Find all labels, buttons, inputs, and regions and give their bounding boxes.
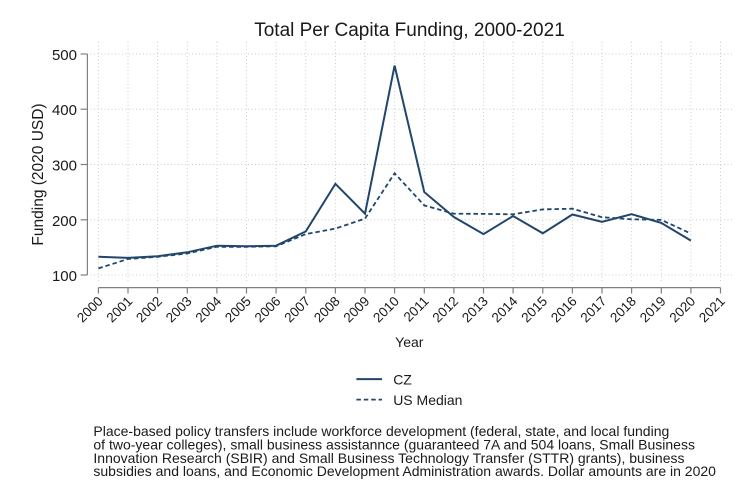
- svg-text:subsidies and loans, and Econo: subsidies and loans, and Economic Develo…: [93, 463, 716, 479]
- svg-text:of two-year colleges), small b: of two-year colleges), small business as…: [93, 436, 695, 452]
- svg-text:300: 300: [52, 158, 77, 175]
- svg-text:CZ: CZ: [393, 371, 412, 387]
- svg-text:100: 100: [52, 268, 77, 285]
- svg-text:400: 400: [52, 102, 77, 119]
- svg-text:Innovation Research (SBIR) and: Innovation Research (SBIR) and Small Bus…: [93, 450, 684, 466]
- svg-text:Funding (2020 USD): Funding (2020 USD): [30, 103, 47, 245]
- svg-text:200: 200: [52, 213, 77, 230]
- svg-text:Year: Year: [395, 334, 424, 350]
- svg-text:Total Per Capita Funding, 2000: Total Per Capita Funding, 2000-2021: [254, 20, 565, 41]
- svg-text:Place-based policy transfers i: Place-based policy transfers include wor…: [93, 423, 669, 439]
- svg-text:US Median: US Median: [393, 392, 462, 408]
- svg-text:500: 500: [52, 47, 77, 64]
